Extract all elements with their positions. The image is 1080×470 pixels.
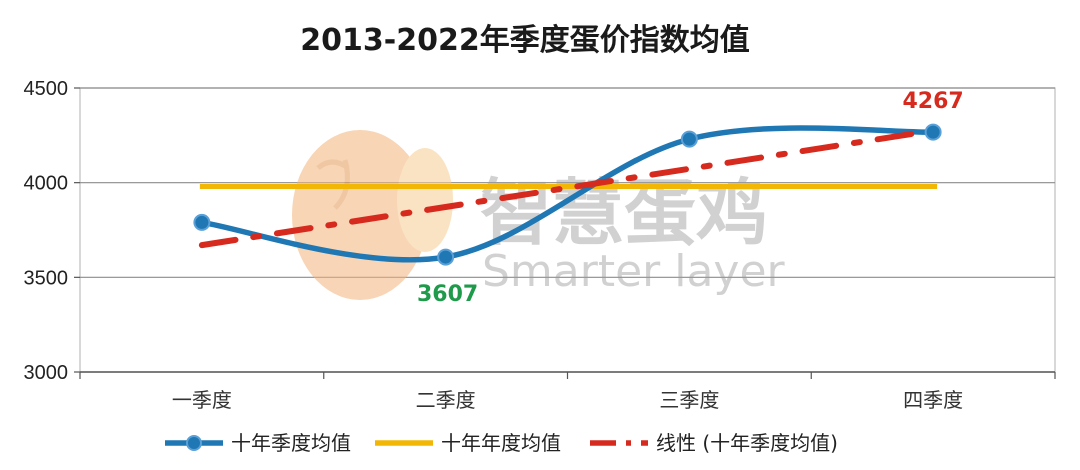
quarterly-point-3	[680, 130, 698, 148]
quarterly-point-1	[193, 213, 211, 231]
watermark-text-cn: 智慧蛋鸡	[480, 171, 768, 255]
series-quarterly-line	[199, 125, 936, 263]
legend-label: 十年年度均值	[441, 431, 561, 455]
series-layer	[193, 123, 942, 266]
legend: 十年季度均值 十年年度均值 线性 (十年季度均值)	[165, 431, 838, 455]
xtick-label: 三季度	[659, 388, 719, 412]
quarterly-point-2	[437, 248, 455, 266]
x-axis-ticks: 一季度 二季度 三季度 四季度	[79, 372, 1056, 412]
legend-item-2: 十年年度均值	[375, 431, 561, 455]
legend-item-3: 线性 (十年季度均值)	[590, 431, 838, 455]
xtick-label: 二季度	[416, 388, 476, 412]
ytick-label: 4000	[24, 173, 69, 195]
legend-label: 十年季度均值	[231, 431, 351, 455]
xtick-label: 四季度	[903, 388, 963, 412]
quarterly-point-4	[924, 123, 942, 141]
annotation-min: 3607	[417, 282, 478, 307]
y-axis-ticks: 3000 3500 4000 4500	[24, 78, 69, 384]
legend-marker	[186, 435, 202, 451]
ytick-label: 3500	[24, 267, 69, 289]
series-linear-trend-line	[198, 127, 937, 249]
annotation-max: 4267	[903, 89, 964, 114]
xtick-label: 一季度	[172, 388, 232, 412]
annotations-layer: 3607 4267	[417, 89, 964, 307]
legend-label: 线性 (十年季度均值)	[656, 431, 838, 455]
watermark-text-en: Smarter layer	[482, 246, 786, 297]
legend-item-1: 十年季度均值	[165, 431, 351, 455]
ytick-label: 4500	[24, 78, 69, 100]
chart-title: 2013-2022年季度蛋价指数均值	[300, 23, 749, 58]
ytick-label: 3000	[24, 362, 69, 384]
watermark-logo	[292, 130, 453, 300]
